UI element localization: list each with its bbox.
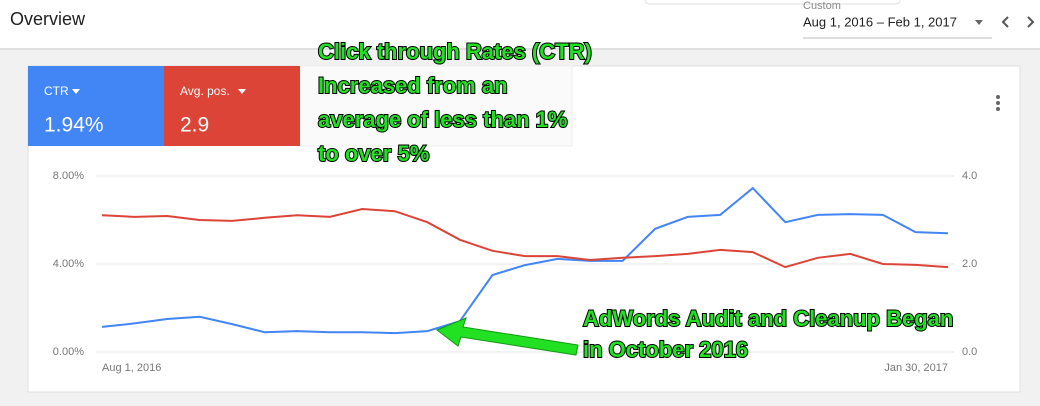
more-menu[interactable]	[996, 95, 1000, 111]
annotation: average of less than 1%	[318, 107, 567, 132]
top-bar	[0, 0, 1040, 48]
x-tick-label: Aug 1, 2016	[102, 362, 161, 374]
date-range[interactable]: Aug 1, 2016 – Feb 1, 2017	[803, 14, 957, 29]
metric-value: 2.9	[180, 114, 209, 137]
popup-edge	[644, 0, 901, 5]
range-label: Custom	[803, 0, 841, 12]
metric-tile-ctr[interactable]	[28, 66, 164, 146]
metric-name: Avg. pos.	[180, 84, 230, 98]
annotation-arrow	[436, 317, 579, 356]
annotation: to over 5%	[318, 141, 429, 166]
metric-value: 1.94%	[44, 114, 104, 137]
annotation: in October 2016	[583, 337, 748, 362]
metric-tile-empty[interactable]	[299, 65, 573, 147]
y-tick-label: 4.00%	[53, 258, 84, 270]
metric-dropdown[interactable]	[238, 89, 246, 94]
metric-name: CTR	[44, 84, 69, 98]
top-bar-shadow	[0, 48, 1040, 50]
metric-tile-position[interactable]	[164, 66, 300, 146]
series-line	[101, 207, 949, 269]
plot: 0.00% 4.00% 8.00% 0.0 2.0 4.0 Aug 1, 2016 Jan 3…	[53, 170, 978, 374]
x-tick-label: Jan 30, 2017	[884, 362, 948, 374]
page-title: Overview	[10, 9, 86, 29]
next-button[interactable]	[1027, 16, 1035, 28]
y2-tick-label: 2.0	[962, 258, 977, 270]
annotation: Click through Rates (CTR)	[318, 39, 592, 64]
series-line	[101, 186, 949, 335]
annotation: AdWords Audit and Cleanup Began	[583, 306, 953, 331]
y-tick-label: 8.00%	[53, 170, 84, 182]
annotation: Increased from an	[318, 73, 508, 98]
prev-button[interactable]	[1001, 16, 1009, 28]
y2-tick-label: 0.0	[962, 346, 977, 358]
dropdown-icon[interactable]	[975, 20, 983, 25]
y2-tick-label: 4.0	[962, 170, 977, 182]
y-tick-label: 0.00%	[53, 346, 84, 358]
metric-dropdown[interactable]	[72, 89, 80, 94]
